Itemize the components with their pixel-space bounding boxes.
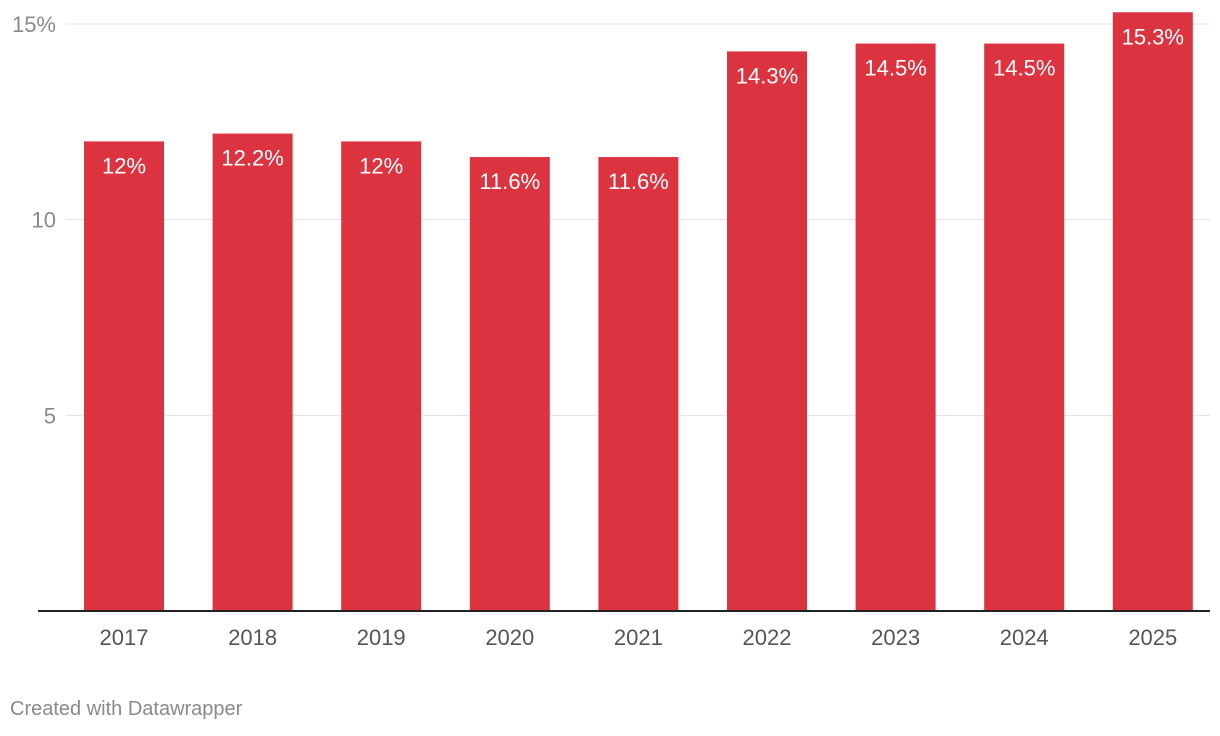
bar-2021 xyxy=(598,157,679,611)
x-tick-label: 2017 xyxy=(100,625,149,650)
data-label-2025: 15.3% xyxy=(1122,24,1184,49)
y-tick-label: 10 xyxy=(32,208,56,233)
data-label-2024: 14.5% xyxy=(993,56,1055,81)
data-label-2022: 14.3% xyxy=(736,63,798,88)
bar-2025 xyxy=(1112,12,1193,611)
bar-2019 xyxy=(341,141,422,611)
y-tick-label: 15% xyxy=(12,12,56,37)
x-tick-label: 2019 xyxy=(357,625,406,650)
x-tick-label: 2023 xyxy=(871,625,920,650)
data-label-2020: 11.6% xyxy=(479,169,540,194)
y-axis-ticks: 5 10 15% xyxy=(12,12,56,428)
data-label-2023: 14.5% xyxy=(864,56,926,81)
bar-2023 xyxy=(855,43,936,612)
bars xyxy=(84,12,1193,612)
data-label-2018: 12.2% xyxy=(221,146,283,171)
x-tick-label: 2025 xyxy=(1128,625,1177,650)
x-tick-label: 2024 xyxy=(1000,625,1049,650)
y-tick-label: 5 xyxy=(44,403,56,428)
bar-2024 xyxy=(984,43,1065,612)
bar-2018 xyxy=(212,133,293,611)
data-label-2019: 12% xyxy=(359,153,403,178)
data-label-2021: 11.6% xyxy=(608,169,669,194)
data-label-2017: 12% xyxy=(102,153,146,178)
bar-2020 xyxy=(469,157,550,611)
bar-2017 xyxy=(84,141,164,611)
x-axis-ticks: 2017 2018 2019 2020 2021 2022 2023 2024 2025 xyxy=(100,625,1178,650)
bar-2022 xyxy=(727,51,807,612)
footer-credit: Created with Datawrapper xyxy=(10,698,243,720)
x-tick-label: 2018 xyxy=(228,625,277,650)
data-labels: 12% 12.2% 12% 11.6% 11.6% 14.3% 14.5% 14.5% 15.3… xyxy=(102,24,1184,194)
x-tick-label: 2020 xyxy=(485,625,534,650)
x-tick-label: 2022 xyxy=(743,625,792,650)
x-tick-label: 2021 xyxy=(614,625,663,650)
